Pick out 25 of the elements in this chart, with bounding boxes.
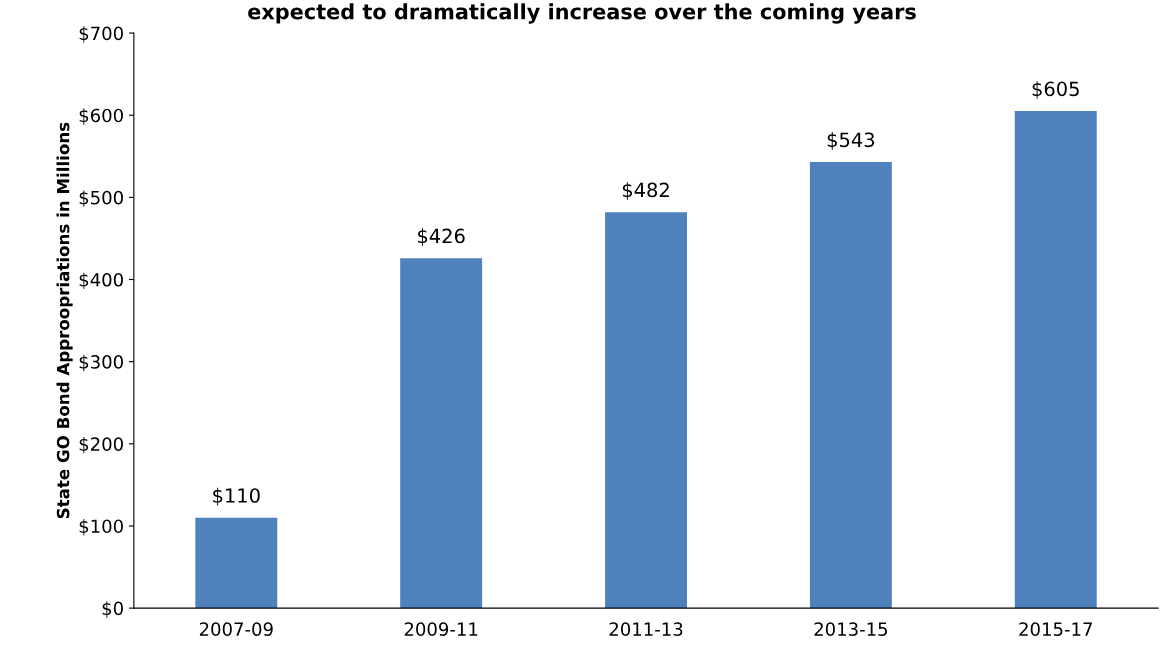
data-label: $110 bbox=[213, 487, 260, 506]
bar bbox=[400, 258, 483, 609]
bar bbox=[605, 212, 687, 609]
y-axis-title: State GO Bond Approopriations in Millions bbox=[56, 122, 73, 519]
data-label: $543 bbox=[827, 132, 875, 150]
y-tick-label: $300 bbox=[79, 354, 123, 372]
x-tick-label: 2007-09 bbox=[199, 622, 273, 636]
chart-title: expected to dramatically increase over the coming years bbox=[248, 3, 916, 24]
bar bbox=[809, 162, 892, 609]
x-tick-label: 2015-17 bbox=[1019, 622, 1092, 636]
y-tick-label: $400 bbox=[79, 272, 123, 290]
y-tick-label: $100 bbox=[79, 519, 123, 536]
data-label: $426 bbox=[418, 228, 465, 246]
y-tick-label: $0 bbox=[102, 601, 123, 618]
y-tick-label: $500 bbox=[79, 190, 123, 207]
y-tick-label: $700 bbox=[79, 26, 123, 43]
x-tick-label: 2013-15 bbox=[814, 622, 888, 636]
data-label: $482 bbox=[622, 182, 669, 200]
bar bbox=[195, 517, 278, 609]
y-tick-label: $200 bbox=[79, 436, 123, 454]
x-tick-label: 2011-13 bbox=[609, 622, 683, 636]
bar bbox=[1014, 111, 1097, 609]
x-tick-label: 2009-11 bbox=[404, 622, 478, 636]
y-tick-label: $600 bbox=[79, 108, 123, 125]
data-label: $605 bbox=[1032, 81, 1079, 99]
